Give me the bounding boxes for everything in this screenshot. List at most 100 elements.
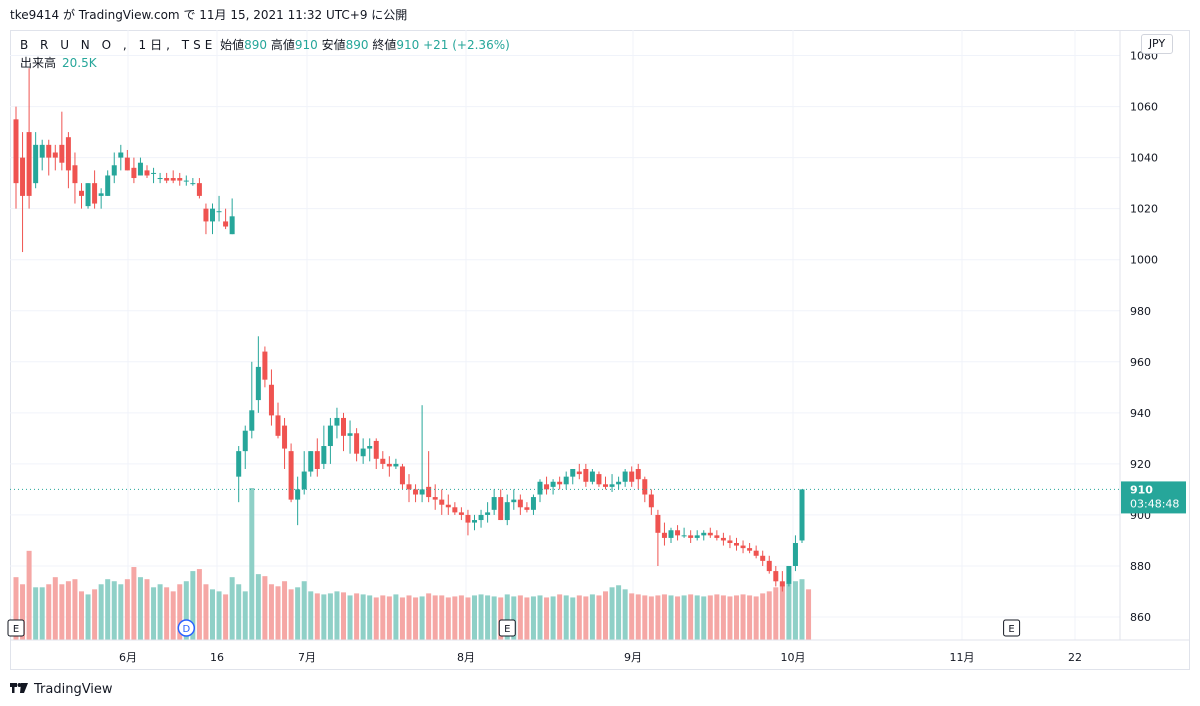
candle-body: [537, 481, 543, 495]
volume-bar: [334, 591, 340, 640]
volume-bar: [137, 577, 143, 640]
volume-bar: [242, 591, 248, 640]
volume-legend: 出来高 20.5K: [20, 54, 97, 72]
volume-bar: [648, 596, 654, 640]
candle-body: [373, 440, 379, 459]
volume-bar: [151, 587, 157, 640]
volume-bar: [52, 577, 58, 640]
candle-body: [196, 183, 202, 196]
volume-bar: [327, 593, 333, 640]
volume-bar: [33, 587, 39, 640]
volume-bar: [458, 595, 464, 640]
volume-bar: [537, 595, 543, 640]
candle-body: [557, 481, 563, 485]
candle-body: [773, 571, 779, 582]
volume-bar: [111, 581, 117, 640]
earnings-marker-label: E: [1008, 624, 1014, 635]
candle-body: [380, 458, 386, 464]
volume-bar: [20, 584, 26, 640]
candle-body: [399, 466, 405, 485]
volume-bar: [249, 488, 255, 640]
volume-bar: [563, 595, 569, 640]
symbol-legend: B R U N O , 1日, TSE 始値890 高値910 安値890 終値…: [20, 36, 510, 54]
volume-bar: [399, 597, 405, 640]
volume-value: 20.5K: [62, 56, 97, 70]
volume-bar: [694, 595, 700, 640]
candle-body: [46, 144, 52, 158]
volume-bar: [380, 595, 386, 640]
candle-body: [661, 532, 667, 538]
candle-body: [426, 486, 432, 498]
volume-bar: [223, 594, 229, 640]
candle-body: [485, 512, 491, 515]
volume-bar: [262, 576, 268, 640]
volume-bar: [236, 584, 242, 640]
volume-bar: [367, 595, 373, 640]
candle-body: [79, 190, 84, 196]
volume-bar: [570, 597, 576, 640]
volume-bar: [498, 597, 504, 640]
footer-brand[interactable]: TradingView: [10, 680, 113, 700]
price-tick-label: 1040: [1130, 152, 1158, 165]
candle-body: [295, 489, 301, 500]
volume-bar: [616, 585, 622, 640]
candle-body: [26, 132, 32, 196]
candle-body: [111, 165, 117, 176]
candle-body: [439, 499, 445, 505]
volume-bar: [190, 571, 196, 640]
candle-body: [799, 489, 805, 541]
candle-body: [753, 550, 759, 556]
volume-bar: [308, 591, 314, 640]
volume-bar: [544, 597, 550, 640]
price-tick-label: 1060: [1130, 101, 1158, 114]
volume-bar: [635, 594, 641, 640]
candle-body: [760, 555, 766, 561]
high-label: 高値: [270, 38, 295, 52]
candle-body: [550, 481, 556, 487]
volume-bar: [354, 593, 360, 640]
volume-bar: [105, 579, 111, 640]
volume-bar: [603, 591, 608, 640]
candle-body: [432, 497, 438, 500]
candle-body: [642, 479, 648, 495]
dividend-marker-icon: [177, 619, 196, 637]
candle-body: [393, 463, 399, 467]
candle-body: [740, 545, 746, 549]
volume-bar: [92, 589, 98, 640]
volume-bar: [196, 569, 202, 640]
volume-bar: [596, 595, 602, 640]
volume-bar: [79, 591, 84, 640]
candle-body: [341, 417, 346, 436]
volume-bar: [792, 581, 798, 640]
candle-body: [321, 446, 327, 464]
volume-bar: [753, 596, 759, 640]
volume-bar: [203, 584, 209, 640]
candle-body: [616, 481, 622, 485]
time-tick-label: 7月: [298, 651, 316, 664]
change-value: +21 (+2.36%): [423, 38, 510, 52]
candle-body: [144, 170, 150, 176]
volume-bar: [786, 583, 792, 640]
low-label: 安値: [321, 38, 346, 52]
candle-body: [308, 451, 314, 472]
candle-body: [681, 535, 687, 537]
earnings-marker-icon: [7, 619, 25, 637]
volume-bar: [85, 594, 91, 640]
price-tick-label: 960: [1130, 356, 1151, 369]
symbol-name[interactable]: B R U N O , 1日, TSE: [20, 38, 217, 52]
candle-body: [635, 468, 641, 480]
volume-bar: [65, 581, 71, 640]
volume-bar: [550, 596, 556, 640]
volume-bar: [472, 595, 477, 640]
currency-button[interactable]: JPY: [1141, 34, 1173, 54]
candle-body: [105, 175, 111, 196]
chart-frame[interactable]: [10, 30, 1190, 670]
candle-body: [583, 468, 589, 482]
volume-label: 出来高: [20, 56, 57, 70]
candle-body: [465, 514, 471, 523]
candle-body: [236, 451, 242, 477]
volume-bar: [439, 595, 445, 640]
volume-bar: [465, 597, 471, 640]
candle-body: [65, 137, 71, 171]
